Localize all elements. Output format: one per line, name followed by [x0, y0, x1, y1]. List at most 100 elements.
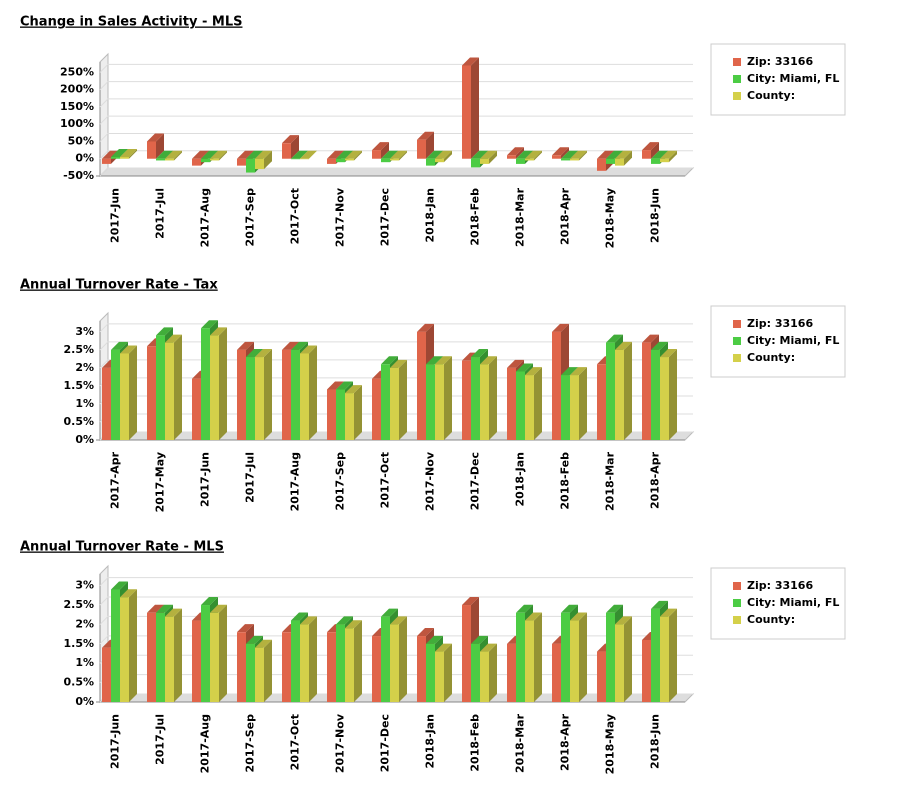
- bar-front: [642, 342, 651, 440]
- y-tick-label: 100%: [60, 117, 94, 130]
- bar-front: [111, 589, 120, 702]
- bar-side: [444, 150, 452, 163]
- bar-front: [327, 158, 336, 164]
- bar: [615, 150, 632, 166]
- bar-top: [165, 150, 182, 159]
- bar-top: [147, 604, 164, 613]
- bar: [435, 150, 452, 163]
- bar-front: [660, 357, 669, 440]
- bar: [210, 604, 227, 702]
- bar-front: [156, 612, 165, 702]
- bar-front: [336, 158, 345, 163]
- bar-front: [426, 364, 435, 440]
- grid-line: [99, 167, 693, 177]
- bar: [372, 142, 389, 159]
- bar-front: [552, 643, 561, 702]
- bar-front: [651, 158, 660, 164]
- bar-top: [480, 643, 497, 652]
- bar-front: [345, 158, 354, 161]
- bar-top: [372, 142, 389, 151]
- bar-side: [264, 639, 272, 702]
- y-tick-label: 2.5%: [63, 598, 94, 611]
- bar-top: [642, 334, 659, 343]
- bar: [615, 341, 632, 440]
- bar-front: [210, 335, 219, 440]
- bar-side: [174, 608, 182, 702]
- bar-front: [327, 632, 336, 702]
- bar-top: [615, 341, 632, 350]
- bar-front: [660, 616, 669, 702]
- bar-front: [165, 158, 174, 161]
- bar-top: [111, 341, 128, 350]
- bar-side: [264, 150, 272, 170]
- x-tick-label: 2018-Mar: [514, 713, 527, 773]
- bar-side: [471, 57, 479, 159]
- bar-front: [390, 624, 399, 702]
- bar-front: [597, 364, 606, 440]
- legend-label: Zip: 33166: [747, 579, 813, 592]
- bar-front: [417, 331, 426, 440]
- bar-front: [291, 349, 300, 440]
- bar-front: [606, 342, 615, 440]
- x-tick-label: 2017-Nov: [334, 187, 347, 247]
- bar-front: [147, 141, 156, 159]
- bar-side: [669, 349, 677, 440]
- bar-front: [372, 636, 381, 702]
- bar-front: [417, 139, 426, 159]
- bar-front: [336, 389, 345, 440]
- x-tick-label: 2017-Aug: [199, 188, 212, 247]
- bar: [642, 142, 659, 159]
- bar: [507, 147, 524, 159]
- bar: [255, 639, 272, 702]
- bar-front: [147, 346, 156, 440]
- legend-label: City: Miami, FL: [747, 334, 839, 347]
- x-tick-label: 2017-Dec: [379, 714, 392, 772]
- bar-side: [399, 616, 407, 702]
- bar-top: [300, 616, 317, 625]
- bar-front: [201, 328, 210, 440]
- bar-side: [651, 142, 659, 159]
- bar-top: [165, 334, 182, 343]
- grid-line: [99, 115, 693, 125]
- bar-top: [606, 604, 623, 613]
- bar-top: [246, 150, 263, 159]
- bar-front: [237, 349, 246, 440]
- bar-top: [426, 150, 443, 159]
- bar-side: [129, 589, 137, 702]
- x-tick-label: 2017-Oct: [289, 714, 302, 770]
- bar-top: [471, 635, 488, 644]
- bar: [291, 150, 308, 160]
- legend-swatch: [733, 92, 741, 100]
- bar-front: [597, 158, 606, 171]
- y-tick-label: 1%: [75, 397, 94, 410]
- bar-front: [651, 608, 660, 702]
- bar: [120, 149, 137, 159]
- legend-swatch: [733, 320, 741, 328]
- legend-swatch: [733, 354, 741, 362]
- bar-front: [381, 364, 390, 440]
- legend-swatch: [733, 75, 741, 83]
- bar-side: [426, 131, 434, 159]
- bar-top: [102, 150, 119, 159]
- bar: [552, 147, 569, 159]
- legend-label: City: Miami, FL: [747, 72, 839, 85]
- bar-side: [399, 359, 407, 440]
- bar: [462, 57, 479, 159]
- bar-top: [561, 604, 578, 613]
- bar-front: [561, 158, 570, 161]
- bar: [210, 150, 227, 161]
- bar-front: [435, 364, 444, 440]
- bar-top: [165, 608, 182, 617]
- bar: [300, 150, 317, 160]
- y-tick-label: 50%: [68, 134, 94, 147]
- bar-top: [201, 597, 218, 606]
- y-tick-label: 0.5%: [63, 676, 94, 689]
- x-tick-label: 2018-May: [604, 188, 617, 248]
- x-tick-label: 2018-Apr: [649, 451, 662, 509]
- bar-front: [300, 624, 309, 702]
- bar-front: [120, 353, 129, 440]
- legend-label: County:: [747, 613, 795, 626]
- bar: [165, 150, 182, 161]
- bar: [255, 150, 272, 170]
- bar-top: [237, 624, 254, 633]
